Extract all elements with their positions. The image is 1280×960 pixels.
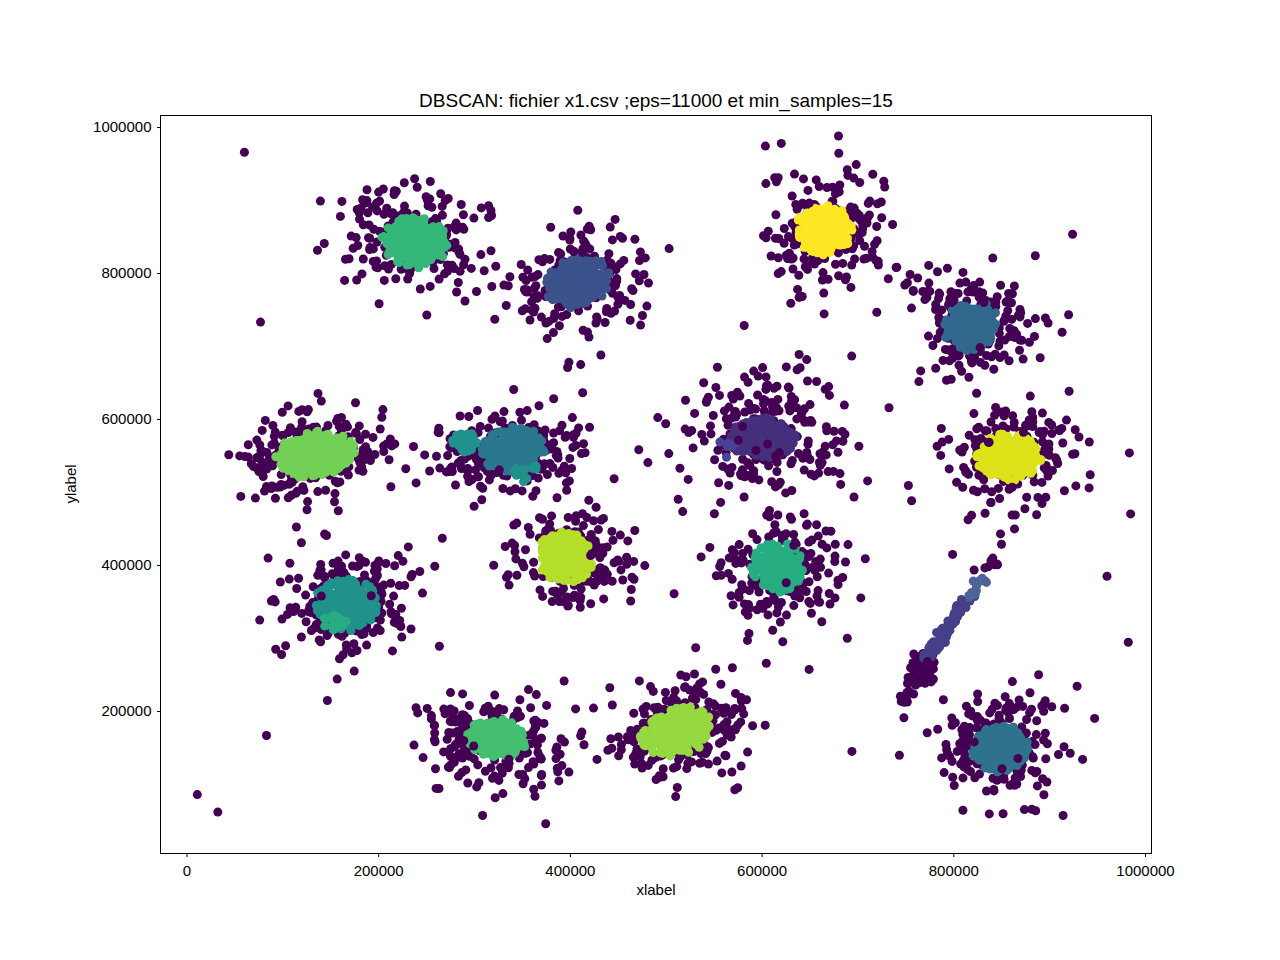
svg-text:400000: 400000 (545, 862, 595, 879)
svg-text:ylabel: ylabel (62, 464, 79, 503)
svg-text:200000: 200000 (354, 862, 404, 879)
svg-text:600000: 600000 (101, 410, 151, 427)
svg-text:1000000: 1000000 (1116, 862, 1174, 879)
svg-text:200000: 200000 (101, 702, 151, 719)
svg-text:1000000: 1000000 (93, 118, 151, 135)
svg-text:0: 0 (183, 862, 191, 879)
svg-text:800000: 800000 (101, 264, 151, 281)
svg-text:DBSCAN: fichier x1.csv ;eps=11: DBSCAN: fichier x1.csv ;eps=11000 et min… (419, 90, 893, 112)
svg-text:800000: 800000 (929, 862, 979, 879)
svg-text:600000: 600000 (737, 862, 787, 879)
svg-text:xlabel: xlabel (636, 881, 675, 898)
svg-text:400000: 400000 (101, 556, 151, 573)
